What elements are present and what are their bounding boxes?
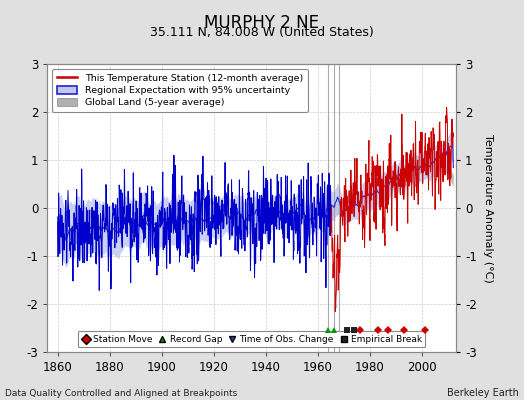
- Y-axis label: Temperature Anomaly (°C): Temperature Anomaly (°C): [484, 134, 494, 282]
- Text: MURPHY 2 NE: MURPHY 2 NE: [204, 14, 320, 32]
- Text: Data Quality Controlled and Aligned at Breakpoints: Data Quality Controlled and Aligned at B…: [5, 389, 237, 398]
- Text: 35.111 N, 84.008 W (United States): 35.111 N, 84.008 W (United States): [150, 26, 374, 39]
- Text: Berkeley Earth: Berkeley Earth: [447, 388, 519, 398]
- Legend: Station Move, Record Gap, Time of Obs. Change, Empirical Break: Station Move, Record Gap, Time of Obs. C…: [78, 331, 425, 348]
